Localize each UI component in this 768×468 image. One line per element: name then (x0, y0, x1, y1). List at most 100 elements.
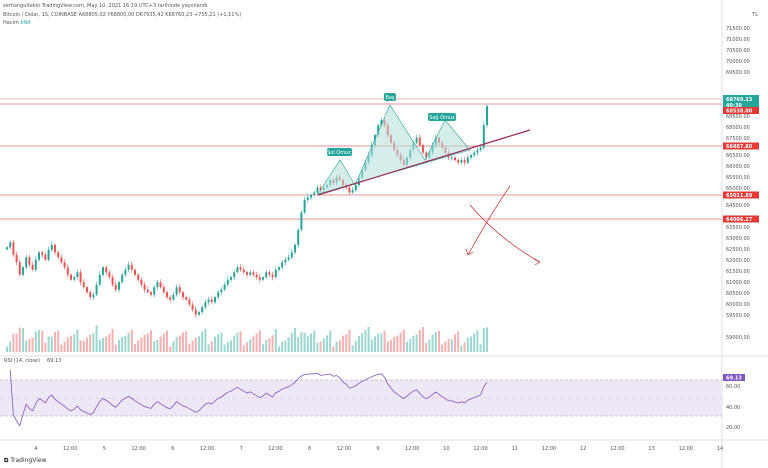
projection-arrow-2[interactable] (469, 204, 541, 263)
annotation-head[interactable]: Baş (384, 93, 396, 101)
candle[interactable] (54, 244, 56, 253)
candle[interactable] (191, 304, 194, 310)
candle[interactable] (265, 272, 268, 278)
candle[interactable] (230, 277, 232, 280)
candle[interactable] (63, 262, 66, 268)
candle[interactable] (134, 269, 136, 275)
candle[interactable] (476, 150, 479, 153)
candle[interactable] (6, 247, 8, 250)
candle[interactable] (169, 297, 172, 300)
candle[interactable] (18, 262, 21, 275)
candle[interactable] (313, 192, 316, 195)
candle[interactable] (114, 284, 117, 290)
price-axis[interactable]: TL 71500.00 71000.00 70500.00 70000.00 6… (726, 12, 758, 341)
candle[interactable] (92, 294, 95, 298)
candle[interactable] (351, 190, 354, 193)
candle[interactable] (28, 257, 31, 265)
price-tag-level-3[interactable]: 65011.89 (723, 191, 759, 200)
candle[interactable] (127, 264, 130, 270)
candle[interactable] (118, 282, 120, 290)
candle[interactable] (233, 272, 236, 278)
candle[interactable] (198, 312, 200, 315)
candle[interactable] (236, 267, 239, 273)
rsi-axis[interactable]: 60.00 40.00 20.00 69.13 (723, 374, 745, 431)
candle[interactable] (143, 284, 146, 290)
candle[interactable] (172, 294, 175, 300)
candle[interactable] (268, 272, 271, 275)
candle[interactable] (130, 264, 133, 270)
candle[interactable] (226, 279, 229, 285)
candle[interactable] (258, 277, 261, 280)
candle[interactable] (194, 309, 197, 315)
candle[interactable] (95, 284, 98, 295)
candle[interactable] (303, 199, 306, 213)
annotation-right-shoulder[interactable]: Sağ Omuz (428, 113, 456, 121)
candle[interactable] (102, 267, 104, 275)
candle[interactable] (239, 267, 242, 270)
rsi-line[interactable] (9, 369, 488, 427)
candle[interactable] (44, 254, 47, 260)
candle[interactable] (159, 282, 162, 288)
candle[interactable] (22, 267, 24, 275)
candle[interactable] (98, 274, 101, 285)
candle[interactable] (137, 274, 140, 280)
candle[interactable] (249, 272, 252, 275)
candle[interactable] (60, 257, 63, 263)
candle[interactable] (15, 254, 18, 263)
candle[interactable] (354, 185, 357, 190)
neckline-trend[interactable] (317, 129, 531, 196)
time-axis[interactable]: 4 12:00 5 12:00 6 12:00 7 12:00 8 12:00 9 12:00 10 12… (34, 446, 723, 452)
candle[interactable] (79, 272, 82, 283)
candle[interactable] (153, 287, 156, 295)
candle[interactable] (82, 282, 85, 288)
candle[interactable] (306, 197, 309, 200)
candle[interactable] (425, 152, 428, 158)
candle[interactable] (281, 262, 284, 268)
candle[interactable] (460, 160, 463, 163)
candle[interactable] (262, 277, 264, 280)
candle[interactable] (473, 152, 476, 156)
candle[interactable] (418, 137, 421, 146)
candle[interactable] (162, 287, 165, 293)
candle[interactable] (182, 292, 184, 298)
candle[interactable] (294, 244, 296, 253)
volume-legend[interactable]: Hacim kNA (3, 20, 31, 26)
candle[interactable] (50, 244, 53, 250)
price-tag-current[interactable]: 68760.23 40:39 (723, 95, 759, 109)
candle[interactable] (76, 272, 79, 278)
candle[interactable] (252, 272, 255, 275)
candle[interactable] (310, 194, 312, 198)
candle[interactable] (271, 274, 274, 278)
candle[interactable] (89, 292, 92, 298)
price-tag-level-2[interactable]: 66887.80 (723, 142, 759, 151)
candle[interactable] (73, 277, 76, 280)
candle[interactable] (223, 284, 226, 290)
candle[interactable] (348, 187, 351, 193)
candle[interactable] (185, 297, 188, 300)
candle[interactable] (166, 292, 168, 298)
price-tag-level-1[interactable]: 68538.00 (723, 107, 759, 115)
candle[interactable] (415, 137, 418, 143)
candle[interactable] (140, 279, 143, 285)
candle[interactable] (274, 269, 277, 278)
candle[interactable] (31, 264, 34, 270)
projection-arrow-1[interactable] (467, 185, 511, 256)
candle[interactable] (450, 157, 453, 159)
candle[interactable] (66, 267, 69, 275)
candle[interactable] (246, 272, 248, 275)
candle[interactable] (470, 155, 472, 158)
candle[interactable] (482, 125, 485, 148)
candle[interactable] (463, 160, 466, 163)
candle[interactable] (242, 269, 245, 273)
candle[interactable] (204, 302, 207, 308)
candle[interactable] (108, 272, 111, 278)
candle[interactable] (86, 287, 88, 293)
candle[interactable] (486, 106, 488, 126)
tradingview-logo[interactable]: ⧉ TradingView (4, 457, 46, 465)
candle[interactable] (377, 125, 380, 136)
candle[interactable] (316, 187, 319, 193)
candle[interactable] (220, 289, 223, 293)
candle[interactable] (178, 287, 181, 293)
candle[interactable] (57, 252, 60, 258)
